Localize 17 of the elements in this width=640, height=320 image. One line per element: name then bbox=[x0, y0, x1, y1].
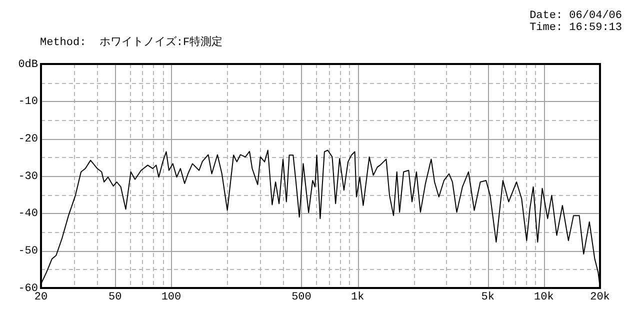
y-tick-label: -40 bbox=[18, 208, 38, 220]
x-tick-label: 10k bbox=[534, 292, 554, 304]
chart-subtitle: Method: ホワイトノイズ:F特測定 bbox=[40, 34, 223, 49]
x-tick-label: 1k bbox=[350, 292, 365, 304]
x-tick-label: 50 bbox=[108, 292, 122, 304]
y-tick-label: -30 bbox=[18, 170, 38, 183]
y-tick-label: -20 bbox=[18, 134, 38, 146]
y-tick-label: 0dB bbox=[18, 58, 38, 71]
text: Date: 06/04/06 bbox=[530, 10, 622, 22]
x-tick-label: 5k bbox=[481, 292, 495, 304]
x-tick-label: 20 bbox=[34, 292, 48, 304]
x-tick-label: 100 bbox=[161, 292, 182, 304]
y-tick-label: -50 bbox=[18, 246, 38, 258]
x-tick-label: 20k bbox=[590, 292, 610, 304]
y-tick-label: -10 bbox=[18, 96, 38, 108]
text: Time: 16:59:13 bbox=[530, 22, 622, 34]
x-tick-label: 500 bbox=[292, 292, 312, 304]
